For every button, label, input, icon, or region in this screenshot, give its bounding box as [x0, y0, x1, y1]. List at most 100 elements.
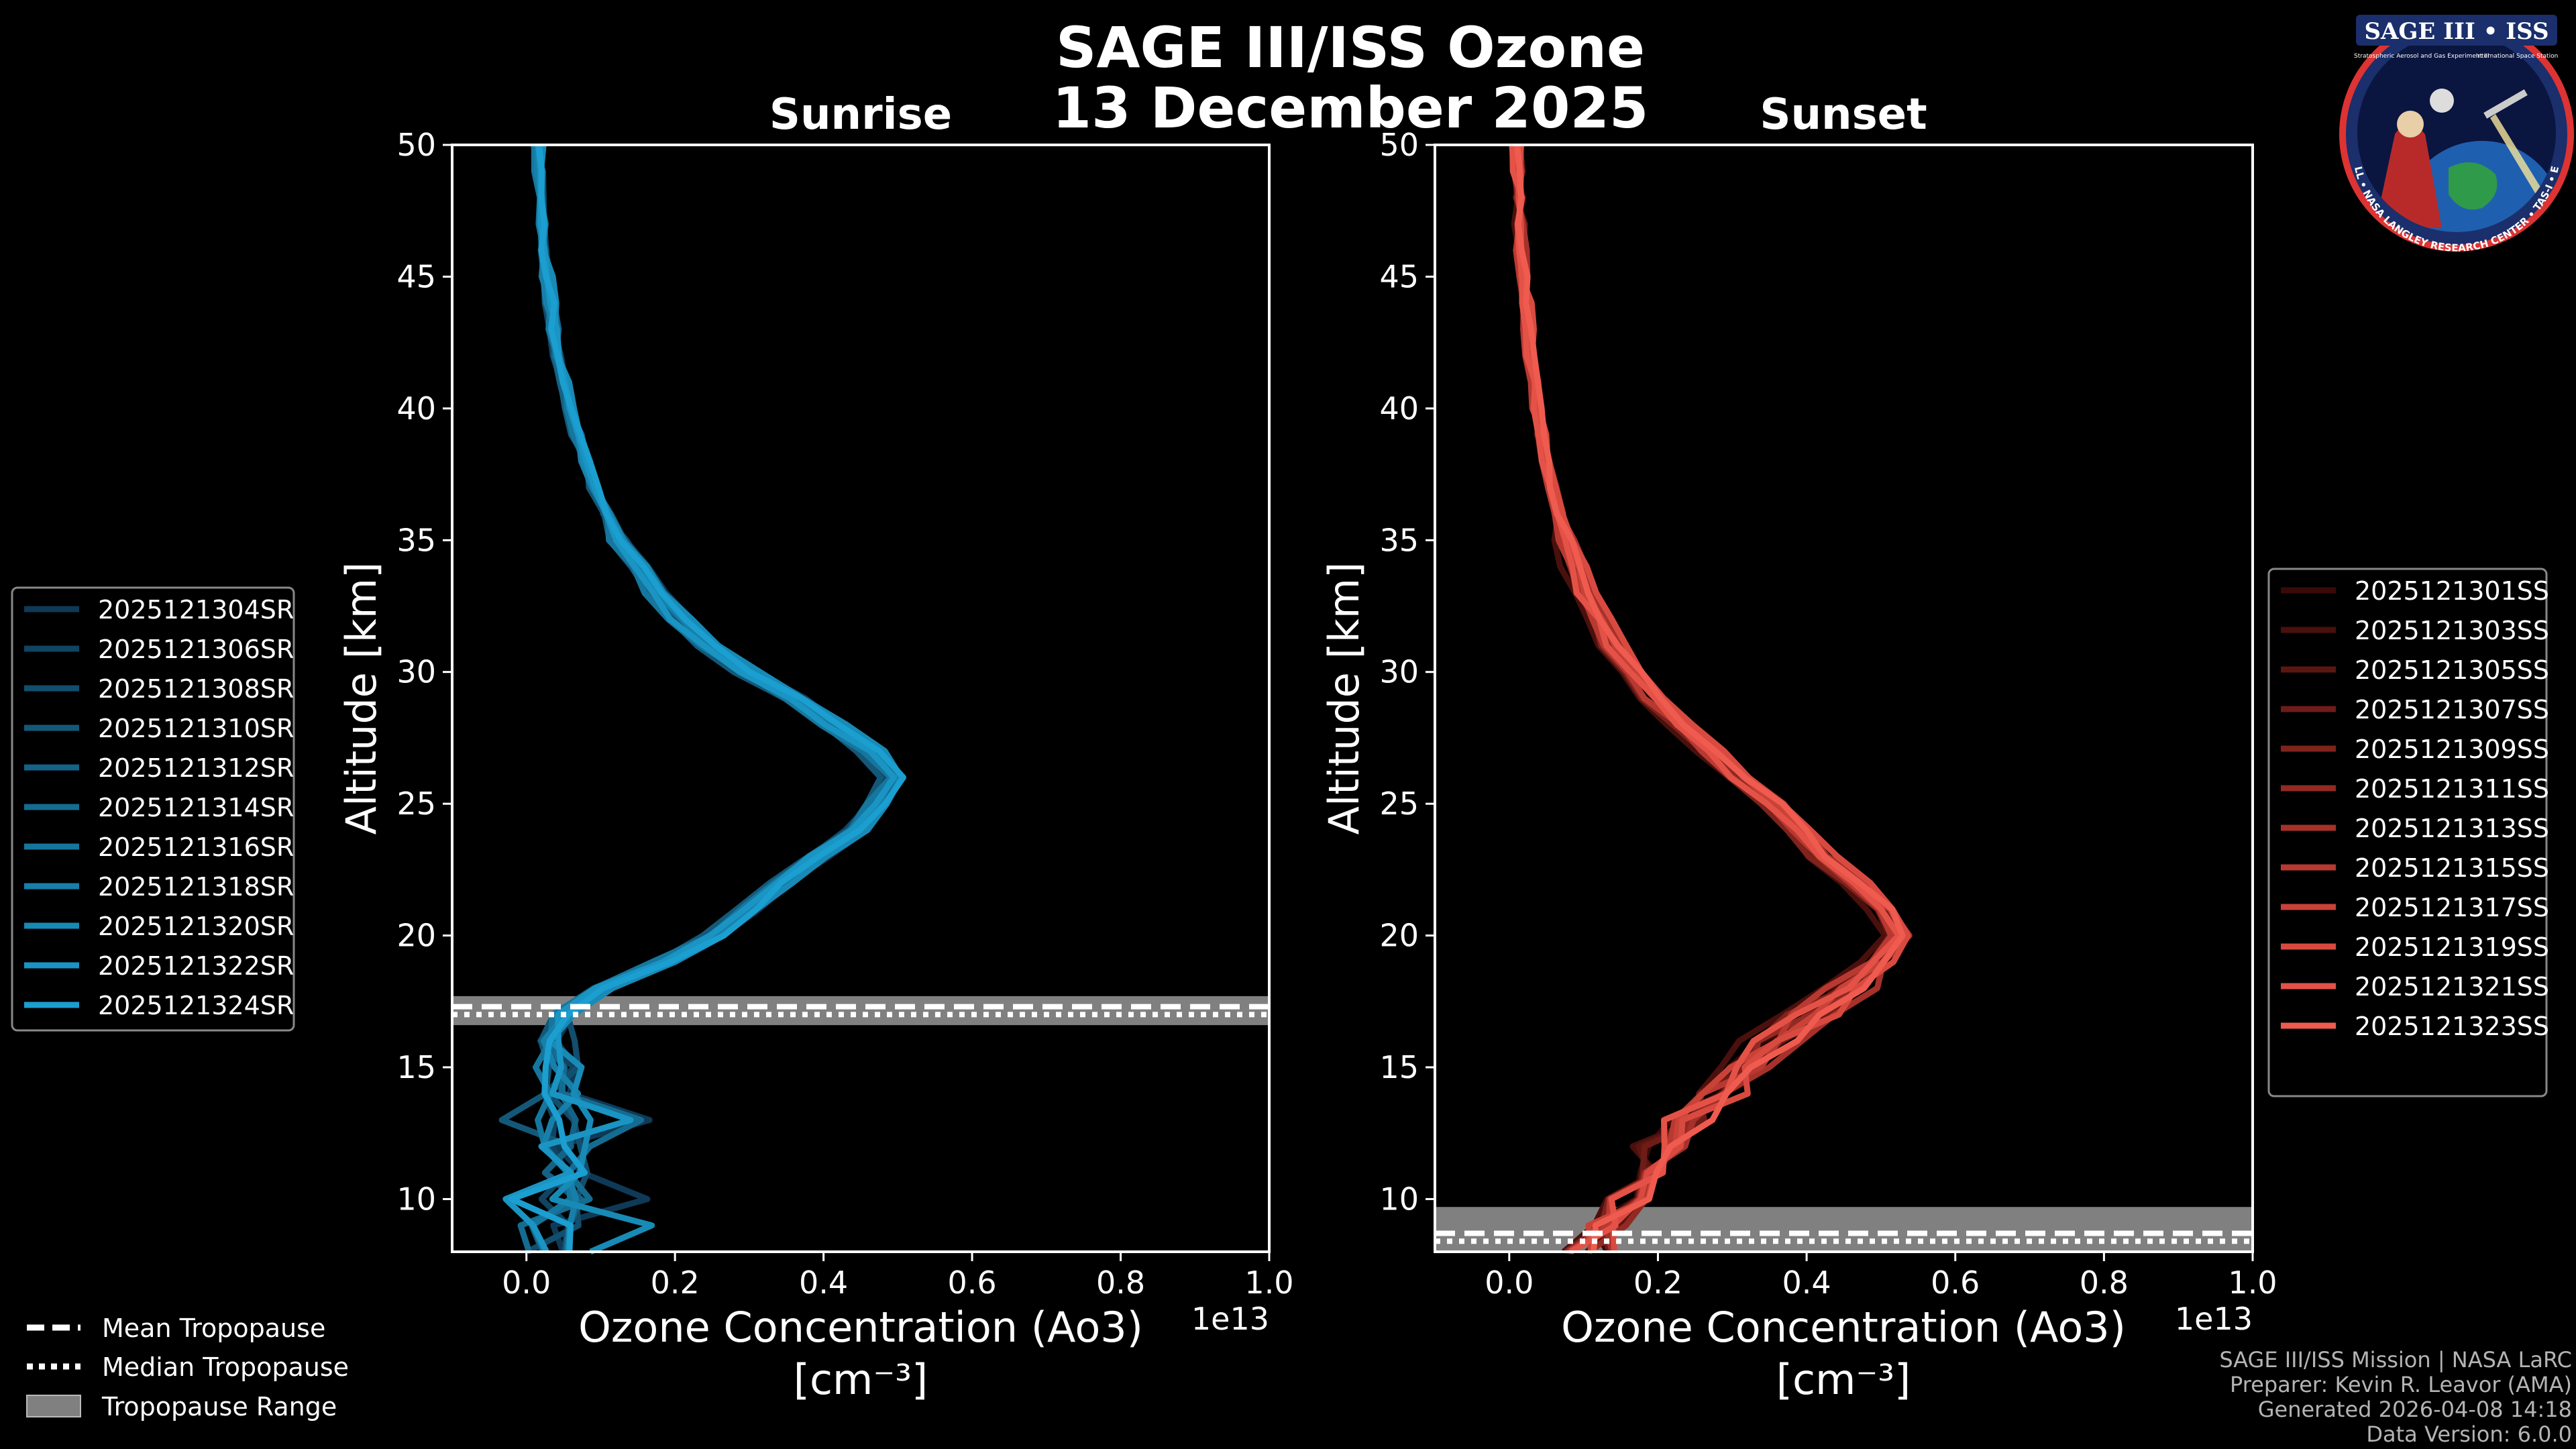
sunrise-x-tick-label: 0.6 — [948, 1265, 997, 1301]
legend-label-2025121305SS: 2025121305SS — [2355, 655, 2549, 685]
legend-label-2025121315SS: 2025121315SS — [2355, 853, 2549, 883]
sunset-legend: 2025121301SS 2025121303SS 2025121305SS 2025… — [2267, 568, 2549, 1097]
sunrise-y-ticks: 10 15 20 25 30 35 40 45 50 — [396, 127, 452, 1217]
profile-line-2025121323SS — [1514, 144, 1906, 1252]
sunrise-y-tick-label: 35 — [396, 522, 436, 558]
sunrise-x-ticks: 0.0 0.2 0.4 0.6 0.8 1.0 — [502, 1252, 1294, 1301]
legend-label-2025121321SS: 2025121321SS — [2355, 972, 2549, 1002]
sunset-y-tick-label: 50 — [1379, 127, 1419, 163]
legend-label-2025121319SS: 2025121319SS — [2355, 932, 2549, 962]
legend-label-2025121320SR: 2025121320SR — [98, 912, 294, 941]
sunset-y-tick-label: 10 — [1379, 1181, 1419, 1217]
sunrise-y-tick-label: 10 — [396, 1181, 436, 1217]
profile-line-2025121324SR — [508, 144, 906, 1252]
profile-line-2025121308SR — [525, 144, 903, 1255]
sunset-tropopause-band — [1435, 1207, 2253, 1252]
sunset-y-ticks: 10 15 20 25 30 35 40 45 50 — [1379, 127, 1435, 1217]
logo-space-station — [2483, 89, 2528, 119]
median-tropopause-label: Median Tropopause — [102, 1352, 349, 1382]
sunset-y-tick-label: 40 — [1379, 390, 1419, 427]
profile-line-2025121304SR — [537, 144, 902, 1253]
legend-label-2025121322SR: 2025121322SR — [98, 951, 294, 981]
logo-subtitle: Stratospheric Aerosol and Gas Experiment… — [2354, 53, 2489, 60]
profile-line-2025121306SR — [535, 144, 887, 1252]
profile-line-2025121315SS — [1509, 144, 1894, 1254]
sunset-y-tick-label: 30 — [1379, 654, 1419, 690]
profile-line-2025121316SR — [529, 144, 894, 1253]
logo-moon — [2430, 89, 2454, 113]
sunset-profile-lines — [1509, 144, 1913, 1254]
profile-line-2025121318SR — [533, 145, 896, 1252]
sunset-x-label-line2: [cm⁻³] — [1776, 1355, 1911, 1404]
legend-label-2025121307SS: 2025121307SS — [2355, 695, 2549, 724]
sunset-y-tick-label: 35 — [1379, 522, 1419, 558]
profile-line-2025121321SS — [1509, 144, 1902, 1254]
logo-figure-head — [2397, 111, 2424, 138]
sunrise-y-tick-label: 25 — [396, 786, 436, 822]
sunset-plot-frame — [1434, 144, 2254, 1253]
legend-label-2025121311SS: 2025121311SS — [2355, 774, 2549, 804]
tropopause-range-swatch — [26, 1395, 81, 1417]
sunset-x-ticks: 0.0 0.2 0.4 0.6 0.8 1.0 — [1485, 1252, 2277, 1301]
legend-label-2025121316SR: 2025121316SR — [98, 833, 294, 862]
logo-earth — [2402, 141, 2556, 232]
sunrise-y-tick-label: 45 — [396, 258, 436, 294]
sunrise-y-label: Altitude [km] — [337, 562, 386, 835]
sunrise-panel-title: Sunrise — [769, 90, 952, 140]
tropopause-range-label: Tropopause Range — [101, 1392, 337, 1421]
sunrise-x-tick-label: 0.2 — [651, 1265, 700, 1301]
sunset-panel-title: Sunset — [1760, 90, 1927, 140]
sunset-panel: Sunset 0.0 0.2 0.4 0.6 0.8 1.0 10 15 20 25 30 35 40… — [1320, 90, 2277, 1404]
sunset-x-tick-label: 0.4 — [1782, 1265, 1831, 1301]
logo-sun-beam — [2490, 114, 2549, 205]
tropopause-legend: Mean Tropopause Median Tropopause Tropop… — [26, 1313, 349, 1421]
sunset-x-tick-label: 0.8 — [2080, 1265, 2129, 1301]
legend-label-2025121323SS: 2025121323SS — [2355, 1012, 2549, 1041]
logo-title-bar — [2356, 15, 2557, 46]
footer-line4: Data Version: 6.0.0 — [2366, 1421, 2572, 1447]
legend-label-2025121310SR: 2025121310SR — [98, 714, 294, 743]
sunrise-plot-frame — [451, 144, 1271, 1253]
sunrise-y-tick-label: 40 — [396, 390, 436, 427]
sunrise-panel: Sunrise 0.0 0.2 0.4 0.6 0.8 1.0 10 15 20 25 30 35 4… — [337, 90, 1294, 1404]
main-title-line2: 13 December 2025 — [1053, 75, 1649, 141]
sunrise-x-label-line2: [cm⁻³] — [794, 1355, 928, 1404]
profile-line-2025121322SR — [502, 144, 898, 1254]
sunrise-y-tick-label: 50 — [396, 127, 436, 163]
sunset-y-tick-label: 20 — [1379, 918, 1419, 954]
sunrise-x-scale-label: 1e13 — [1191, 1301, 1269, 1337]
mean-tropopause-label: Mean Tropopause — [102, 1313, 325, 1343]
sunset-y-label: Altitude [km] — [1320, 562, 1368, 835]
footer: SAGE III/ISS Mission | NASA LaRC Prepare… — [2219, 1347, 2572, 1447]
logo-figure — [2375, 124, 2442, 228]
sunrise-x-tick-label: 0.4 — [799, 1265, 848, 1301]
legend-label-2025121301SS: 2025121301SS — [2355, 576, 2549, 606]
legend-label-2025121314SR: 2025121314SR — [98, 793, 294, 822]
profile-line-2025121320SR — [537, 144, 904, 1255]
profile-line-2025121312SR — [530, 144, 896, 1252]
sunrise-x-tick-label: 0.8 — [1096, 1265, 1145, 1301]
sunset-x-tick-label: 0.2 — [1633, 1265, 1682, 1301]
legend-label-2025121306SR: 2025121306SR — [98, 635, 294, 664]
footer-line3: Generated 2026-04-08 14:18 — [2258, 1397, 2572, 1422]
legend-label-2025121309SS: 2025121309SS — [2355, 735, 2549, 764]
sunrise-tropopause-lines — [452, 1004, 1269, 1018]
logo-title: SAGE III • ISS — [2364, 18, 2548, 45]
sunset-legend-box — [2267, 568, 2548, 1097]
sunset-x-tick-label: 0.6 — [1931, 1265, 1980, 1301]
footer-line2: Preparer: Kevin R. Leavor (AMA) — [2230, 1372, 2572, 1397]
footer-line1: SAGE III/ISS Mission | NASA LaRC — [2219, 1347, 2572, 1373]
sunset-x-scale-label: 1e13 — [2175, 1301, 2253, 1337]
sunset-x-tick-label: 0.0 — [1485, 1265, 1534, 1301]
legend-label-2025121308SR: 2025121308SR — [98, 674, 294, 704]
sunrise-x-label-line1: Ozone Concentration (Ao3) — [578, 1303, 1143, 1352]
legend-label-2025121313SS: 2025121313SS — [2355, 814, 2549, 843]
main-title-line1: SAGE III/ISS Ozone — [1056, 15, 1645, 80]
profile-line-2025121317SS — [1513, 144, 1907, 1252]
legend-label-2025121324SR: 2025121324SR — [98, 991, 294, 1020]
sunrise-y-tick-label: 30 — [396, 654, 436, 690]
logo-continent — [2449, 162, 2498, 210]
profile-line-2025121303SS — [1511, 144, 1888, 1254]
sunrise-legend: 2025121304SR 2025121306SR 2025121308SR 2025… — [11, 586, 295, 1032]
